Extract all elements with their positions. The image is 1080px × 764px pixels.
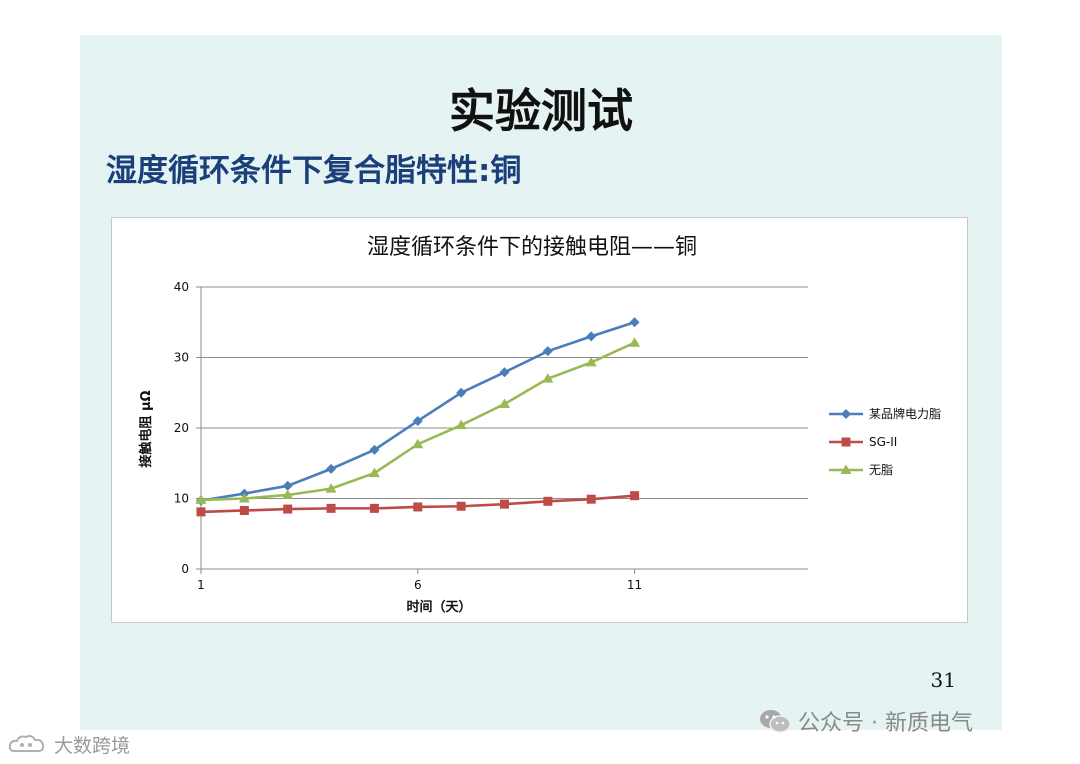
legend-label: 某品牌电力脂 [869, 406, 941, 421]
data-point [325, 483, 337, 493]
watermark-right: 公众号 · 新质电气 [758, 706, 973, 736]
data-point [542, 346, 553, 357]
wechat-icon [760, 710, 791, 733]
chart-legend: 某品牌电力脂 SG-II 无脂 [829, 406, 941, 477]
watermark-left-text: 大数跨境 [54, 734, 131, 757]
legend-label: 无脂 [869, 462, 893, 477]
data-point [282, 480, 293, 491]
legend-label: SG-II [869, 435, 897, 449]
slide-subtitle: 湿度循环条件下复合脂特性:铜 [106, 153, 522, 189]
chart-area: 湿度循环条件下的接触电阻——铜 0 10 20 30 40 1 6 11 某品牌电力脂 SG-I… [111, 217, 968, 623]
chart-series [195, 317, 641, 517]
y-tick-label: 20 [174, 421, 189, 435]
watermark-left: 大数跨境 [8, 731, 130, 757]
data-point [368, 467, 380, 478]
legend-item: 某品牌电力脂 [829, 406, 941, 421]
data-point [586, 494, 596, 504]
data-point [499, 398, 510, 409]
y-tick-label: 40 [174, 280, 189, 294]
x-axis-label: 时间（天） [406, 599, 471, 615]
data-point [456, 501, 466, 511]
watermark-right-text: 公众号 · 新质电气 [798, 711, 973, 736]
data-point [413, 502, 423, 512]
series-1 [196, 491, 640, 517]
x-tick-label: 11 [627, 578, 642, 592]
data-point [542, 373, 554, 383]
series-line [200, 321, 635, 502]
data-point [456, 387, 467, 398]
data-point [283, 504, 293, 514]
cloud-logo-icon [8, 735, 45, 752]
data-point [629, 317, 640, 328]
data-point [630, 491, 640, 501]
legend-marker [840, 464, 852, 474]
page-number: 31 [930, 668, 956, 692]
data-point [282, 489, 294, 499]
series-0 [196, 317, 640, 506]
legend-item: 无脂 [829, 462, 893, 477]
slide: 实验测试 湿度循环条件下复合脂特性:铜 湿度循环条件下的接触电阻——铜 0 10 2… [80, 35, 1002, 730]
data-point [369, 503, 379, 513]
data-point [500, 499, 509, 509]
data-point [455, 419, 467, 430]
data-point [369, 444, 380, 455]
data-point [326, 503, 336, 513]
data-point [195, 494, 207, 504]
y-tick-label: 30 [174, 351, 189, 365]
data-point [412, 438, 424, 449]
series-2 [195, 337, 641, 504]
legend-marker [841, 437, 851, 447]
data-point [499, 367, 510, 378]
y-axis-label: 接触电阻 μΩ [138, 390, 154, 467]
x-tick-label: 6 [414, 578, 422, 592]
slide-title: 实验测试 [449, 84, 633, 138]
data-point [629, 337, 641, 347]
chart-title: 湿度循环条件下的接触电阻——铜 [367, 235, 697, 260]
chart-svg: 湿度循环条件下的接触电阻——铜 0 10 20 30 40 1 6 11 某品牌电力脂 SG-I… [138, 235, 941, 615]
data-point [238, 493, 250, 503]
data-point [239, 505, 249, 515]
legend-marker [841, 409, 851, 419]
data-point [196, 507, 206, 517]
y-tick-label: 10 [174, 492, 189, 506]
chart-axes: 0 10 20 30 40 1 6 11 [174, 280, 808, 592]
chart-gridlines [201, 286, 808, 570]
y-tick-label: 0 [181, 562, 189, 576]
data-point [543, 496, 553, 506]
data-point [412, 415, 423, 426]
x-tick-label: 1 [197, 578, 205, 592]
legend-item: SG-II [829, 435, 897, 449]
data-point [326, 463, 337, 474]
data-point [585, 356, 597, 367]
data-point [586, 331, 597, 342]
